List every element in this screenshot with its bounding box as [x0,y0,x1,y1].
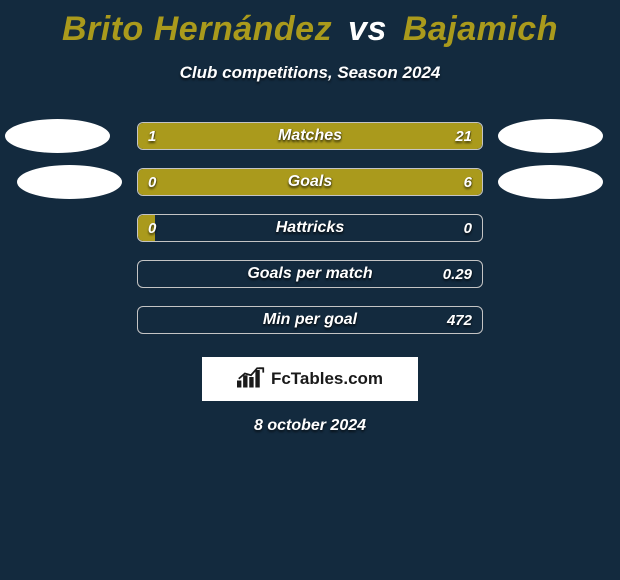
bar-right-fill [200,123,482,149]
comparison-title: Brito Hernández vs Bajamich [0,0,620,49]
stat-value-right: 0 [454,215,482,241]
stat-row: 0 0Hattricks [0,205,620,251]
stat-label: Min per goal [138,307,482,333]
stat-row: 121Matches [0,113,620,159]
stat-value-right: 472 [437,307,482,333]
stat-bar: 121Matches [137,122,483,150]
stat-value-right: 21 [445,123,482,149]
stat-bar: 0.29Goals per match [137,260,483,288]
player1-name: Brito Hernández [62,10,332,48]
stat-value-left: 1 [138,123,166,149]
brand-badge[interactable]: FcTables.com [202,357,418,401]
player1-flag [5,119,110,153]
bar-chart-icon [237,366,265,393]
brand-label: FcTables.com [271,369,383,389]
stats-container: 121Matches06Goals00Hattricks0.29Goals pe… [0,113,620,343]
stat-label: Goals per match [138,261,482,287]
player1-flag [17,165,122,199]
stat-row: 472Min per goal [0,297,620,343]
stat-bar: 06Goals [137,168,483,196]
player2-flag [498,119,603,153]
stat-row: 06Goals [0,159,620,205]
stat-value-left: 0 [138,215,166,241]
stat-value-right: 6 [454,169,482,195]
stat-bar: 0 0Hattricks [137,214,483,242]
stat-value-right: 0.29 [433,261,482,287]
vs-separator: vs [348,10,387,48]
date-label: 8 october 2024 [0,417,620,435]
stat-row: 0.29Goals per match [0,251,620,297]
bar-right-fill [155,169,482,195]
stat-value-left: 0 [138,169,166,195]
stat-label: Hattricks [138,215,482,241]
stat-bar: 472Min per goal [137,306,483,334]
player2-name: Bajamich [403,10,558,48]
subtitle: Club competitions, Season 2024 [0,63,620,83]
player2-flag [498,165,603,199]
